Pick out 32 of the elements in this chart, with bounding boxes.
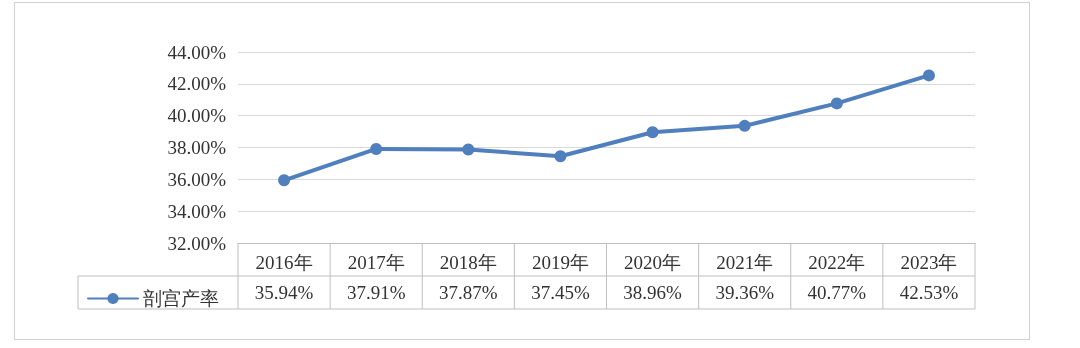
data-label: 37.91% xyxy=(346,282,406,303)
data-label: 42.53% xyxy=(899,282,959,303)
data-label: 39.36% xyxy=(715,282,775,303)
y-tick-label: 38.00% xyxy=(167,137,227,158)
data-label: 40.77% xyxy=(807,282,867,303)
point xyxy=(830,97,843,110)
y-tick-label: 36.00% xyxy=(167,168,227,190)
y-tick-label: 40.00% xyxy=(167,105,227,127)
y-tick-label: 34.00% xyxy=(167,200,227,222)
x-tick-label: 2022年 xyxy=(808,252,866,273)
data-label: 37.45% xyxy=(531,282,590,303)
x-tick-label: 2018年 xyxy=(439,252,497,273)
y-tick-label: 42.00% xyxy=(167,73,227,95)
point xyxy=(922,69,935,82)
point xyxy=(738,119,751,132)
x-tick-label: 2019年 xyxy=(531,252,589,273)
point xyxy=(278,174,291,187)
x-tick-label: 2016年 xyxy=(255,252,313,273)
data-label: 38.96% xyxy=(623,282,683,303)
y-tick-label: 44.00% xyxy=(167,41,227,63)
x-tick-label: 2017年 xyxy=(347,252,405,273)
point xyxy=(462,143,475,156)
x-tick-label: 2020年 xyxy=(624,252,682,273)
data-label: 37.87% xyxy=(439,282,498,303)
x-tick-label: 2023年 xyxy=(900,252,958,273)
point xyxy=(370,142,383,155)
point xyxy=(554,150,567,163)
legend-label: 剖宫产率 xyxy=(143,288,219,309)
point xyxy=(646,126,659,139)
x-tick-label: 2021年 xyxy=(716,252,774,273)
data-label: 35.94% xyxy=(254,282,314,303)
y-tick-label: 32.00% xyxy=(167,232,227,254)
